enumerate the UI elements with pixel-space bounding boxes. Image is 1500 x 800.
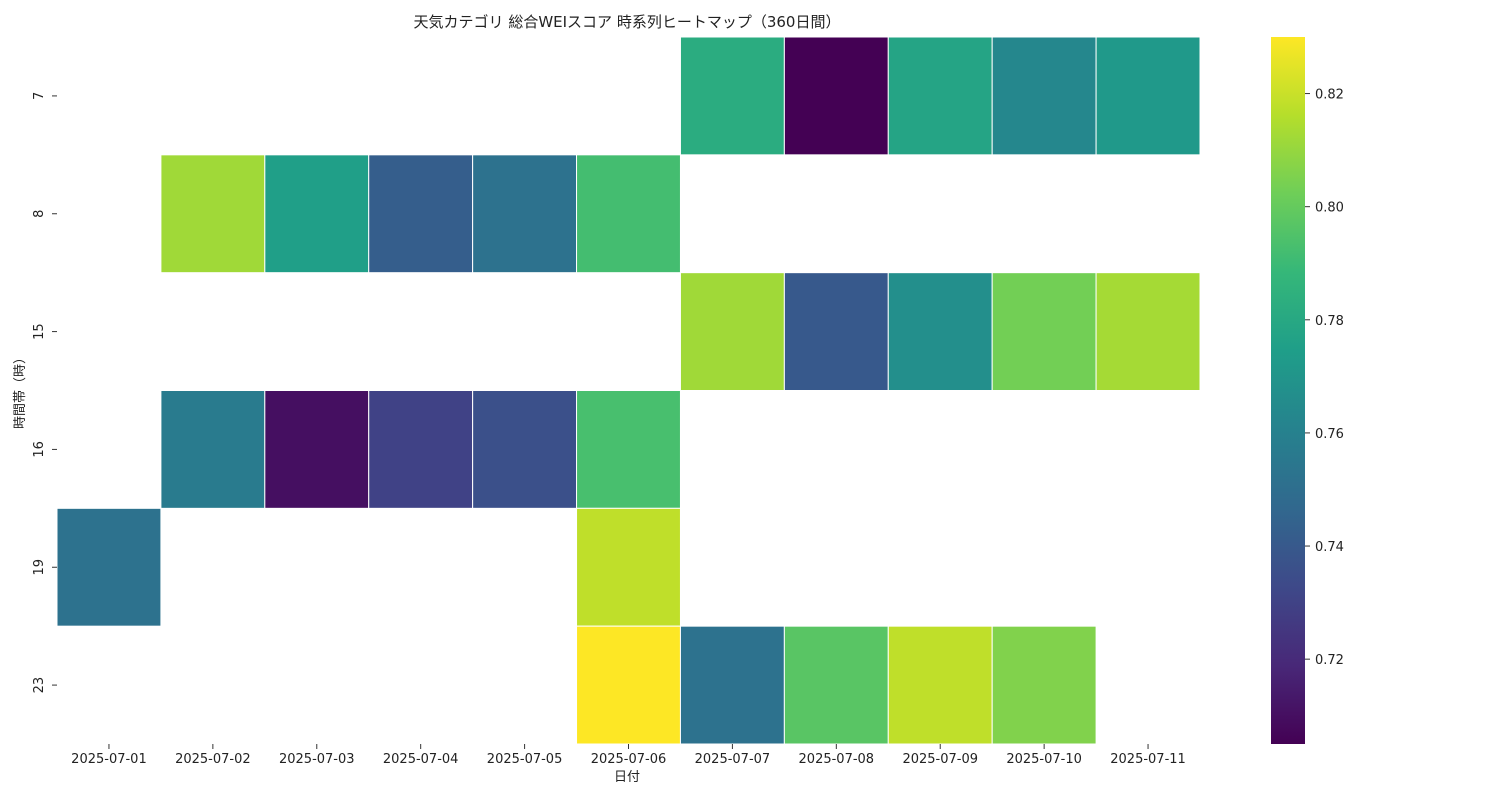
x-tick-label: 2025-07-08: [799, 752, 875, 767]
colorbar-tick-label: 0.80: [1315, 201, 1344, 216]
colorbar-ticks: 0.72 0.74 0.76 0.78 0.80 0.82: [1305, 88, 1344, 668]
y-tick-label: 7: [32, 92, 47, 100]
heatmap-cell: [783, 36, 889, 156]
heatmap-cell: [472, 390, 578, 509]
y-tick-label: 8: [32, 210, 47, 218]
heatmap-cell: [56, 507, 162, 627]
colorbar: [1271, 37, 1305, 744]
heatmap-cell: [783, 272, 889, 391]
heatmap-cell: [264, 154, 370, 274]
colorbar-tick-label: 0.82: [1315, 88, 1344, 103]
heatmap-cell: [991, 625, 1097, 745]
chart-title: 天気カテゴリ 総合WEIスコア 時系列ヒートマップ（360日間）: [414, 13, 841, 31]
colorbar-tick-label: 0.72: [1315, 653, 1344, 668]
x-tick-label: 2025-07-03: [279, 752, 355, 767]
x-tick-label: 2025-07-09: [902, 752, 978, 767]
x-tick-label: 2025-07-10: [1006, 752, 1082, 767]
y-tick-label: 15: [32, 323, 47, 340]
x-tick-label: 2025-07-01: [71, 752, 147, 767]
heatmap-cell: [576, 154, 681, 274]
x-tick-label: 2025-07-11: [1110, 752, 1186, 767]
heatmap-cell: [576, 507, 681, 627]
y-tick-label: 19: [32, 559, 47, 576]
x-axis: 2025-07-01 2025-07-02 2025-07-03 2025-07-04…: [71, 744, 1186, 767]
colorbar-tick-label: 0.78: [1315, 314, 1344, 329]
heatmap-cell: [991, 272, 1097, 391]
heatmap-cells: [56, 36, 1201, 745]
heatmap-cell: [1095, 36, 1201, 156]
y-axis: 7 8 15 16 19 23: [32, 92, 57, 694]
heatmap-cell: [991, 36, 1097, 156]
heatmap-cell: [679, 625, 785, 745]
heatmap-cell: [368, 154, 474, 274]
heatmap-cell: [576, 625, 681, 745]
heatmap-cell: [160, 154, 266, 274]
heatmap-cell: [576, 390, 681, 509]
x-tick-label: 2025-07-06: [591, 752, 667, 767]
heatmap-cell: [679, 36, 785, 156]
y-tick-label: 23: [32, 677, 47, 694]
heatmap-cell: [887, 36, 993, 156]
x-axis-label: 日付: [614, 770, 640, 785]
colorbar-tick-label: 0.76: [1315, 427, 1344, 442]
heatmap-cell: [679, 272, 785, 391]
heatmap-cell: [264, 390, 370, 509]
colorbar-tick-label: 0.74: [1315, 540, 1344, 555]
heatmap-cell: [160, 390, 266, 509]
y-tick-label: 16: [32, 441, 47, 458]
y-axis-label: 時間帯（時）: [13, 351, 28, 429]
x-tick-label: 2025-07-02: [175, 752, 251, 767]
x-tick-label: 2025-07-05: [487, 752, 563, 767]
heatmap-cell: [887, 272, 993, 391]
x-tick-label: 2025-07-07: [695, 752, 771, 767]
heatmap-cell: [783, 625, 889, 745]
heatmap-cell: [472, 154, 578, 274]
heatmap-cell: [887, 625, 993, 745]
heatmap-cell: [368, 390, 474, 509]
heatmap-cell: [1095, 272, 1201, 391]
x-tick-label: 2025-07-04: [383, 752, 459, 767]
